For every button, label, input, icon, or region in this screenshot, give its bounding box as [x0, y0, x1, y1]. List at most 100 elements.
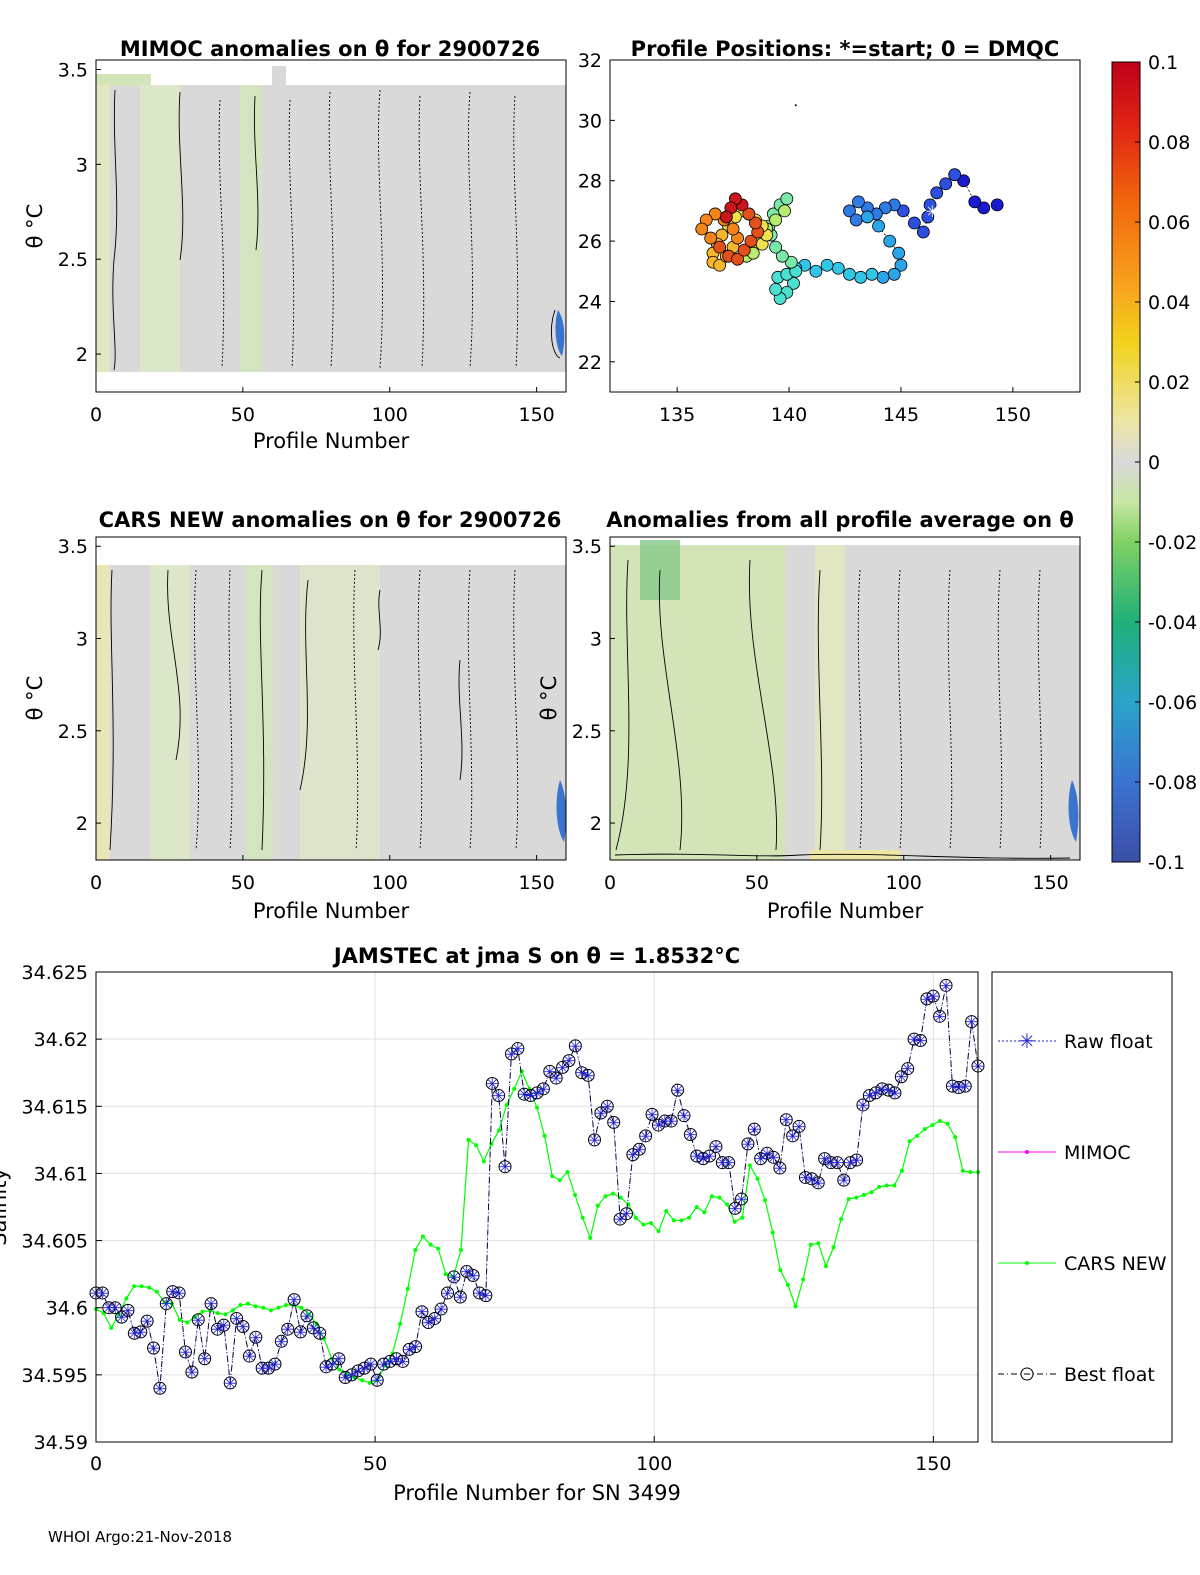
best-float-point [575, 1066, 589, 1080]
raw-float-point: ✳ [716, 1154, 729, 1173]
raw-float-point: ✳ [498, 1158, 511, 1177]
best-float-point [472, 1286, 486, 1300]
best-float-point [421, 1315, 435, 1329]
salinity-axes-box [95, 971, 979, 1443]
best-float-point [210, 1322, 224, 1336]
cars-new-point [595, 1203, 600, 1208]
cars-new-point [785, 1282, 790, 1287]
cars-new-point [618, 1195, 623, 1200]
raw-float-point: ✳ [524, 1087, 537, 1106]
allprof-xtick-label: 0 [604, 872, 616, 894]
allprof-ytick-label: 2.5 [572, 721, 602, 743]
mimoc-field-top [96, 74, 151, 86]
best-float-point [287, 1293, 301, 1307]
legend-mimoc-marker [1025, 1150, 1029, 1154]
raw-float-point: ✳ [581, 1066, 594, 1085]
raw-float-point: ✳ [831, 1154, 844, 1173]
cars-new-point [512, 1086, 517, 1091]
cars-new-point [246, 1301, 251, 1306]
positions-xtick-label: 150 [995, 404, 1031, 426]
track-point [916, 225, 930, 239]
cars-new-point [968, 1170, 973, 1175]
raw-float-point: ✳ [601, 1097, 614, 1116]
raw-float-point: ✳ [434, 1300, 447, 1319]
best-float-point [498, 1160, 512, 1174]
cars-new-point [458, 1247, 463, 1252]
best-float-point [683, 1127, 697, 1141]
raw-float-point: ✳ [454, 1288, 467, 1307]
raw-float-point: ✳ [537, 1080, 550, 1099]
colorbar-tick-label: -0.08 [1148, 772, 1197, 794]
raw-float-point: ✳ [249, 1328, 262, 1347]
raw-float-point: ✳ [326, 1355, 339, 1374]
cars-new-point [405, 1286, 410, 1291]
raw-float-point: ✳ [594, 1104, 607, 1123]
raw-float-point: ✳ [607, 1113, 620, 1132]
raw-float-point: ✳ [709, 1138, 722, 1157]
cars-new-point [915, 1133, 920, 1138]
cars-ytick-label: 3 [76, 629, 88, 651]
cars-new-point [550, 1174, 555, 1179]
raw-float-point: ✳ [952, 1078, 965, 1097]
positions-y-ticks: 22 24 26 28 30 32 [578, 50, 615, 374]
cars-new-point [185, 1320, 190, 1325]
profile-track: ✳ [695, 104, 1004, 305]
cars-new-point [869, 1190, 874, 1195]
raw-float-point: ✳ [939, 976, 952, 995]
raw-float-point: ✳ [690, 1147, 703, 1166]
raw-float-point: ✳ [140, 1312, 153, 1331]
allprof-axes-box [609, 536, 1081, 861]
track-point [878, 201, 892, 215]
raw-float-point: ✳ [792, 1117, 805, 1136]
allprof-blue-patch [1068, 780, 1079, 842]
best-float-point [709, 1140, 723, 1154]
raw-float-point: ✳ [869, 1084, 882, 1103]
raw-float-point: ✳ [364, 1355, 377, 1374]
raw-float-point: ✳ [332, 1350, 345, 1369]
positions-ytick-label: 30 [578, 110, 602, 132]
raw-float-point: ✳ [192, 1311, 205, 1330]
cars-new-point [709, 1194, 714, 1199]
raw-float-point: ✳ [882, 1081, 895, 1100]
cars-new-point [861, 1192, 866, 1197]
mimoc-band-2 [140, 85, 180, 372]
raw-float-point: ✳ [402, 1340, 415, 1359]
cars-new-point [960, 1168, 965, 1173]
cars-new-point [717, 1195, 722, 1200]
colorbar-tick-label: -0.1 [1148, 852, 1185, 874]
track-point [883, 234, 897, 248]
cars-ytick-label: 3.5 [58, 536, 88, 558]
series-raw-float: ✳✳✳✳✳✳✳✳✳✳✳✳✳✳✳✳✳✳✳✳✳✳✳✳✳✳✳✳✳✳✳✳✳✳✳✳✳✳✳✳… [89, 976, 984, 1398]
track-point [849, 213, 863, 227]
best-float-point [581, 1068, 595, 1082]
raw-float-point: ✳ [147, 1339, 160, 1358]
cars-new-point [945, 1121, 950, 1126]
salinity-ytick-label: 34.595 [22, 1365, 88, 1387]
cars-new-point [839, 1217, 844, 1222]
best-float-point [127, 1326, 141, 1340]
cars-ytick-label: 2 [76, 813, 88, 835]
cars-new-point [504, 1102, 509, 1107]
best-float-point [178, 1345, 192, 1359]
best-float-point [766, 1150, 780, 1164]
positions-axes-box [609, 59, 1081, 393]
salinity-title: JAMSTEC at jma S on θ = 1.8532°C [332, 944, 740, 968]
best-float-point [409, 1340, 423, 1354]
allprof-xtick-label: 100 [886, 872, 922, 894]
best-float-point [568, 1039, 582, 1053]
raw-float-point: ✳ [760, 1144, 773, 1163]
raw-float-point: ✳ [773, 1159, 786, 1178]
best-float-point [370, 1373, 384, 1387]
best-float-point [632, 1142, 646, 1156]
colorbar-tick-label: 0.1 [1148, 52, 1178, 74]
raw-float-point: ✳ [345, 1366, 358, 1385]
best-float-point [850, 1153, 864, 1167]
cars-new-point [755, 1176, 760, 1181]
raw-float-point: ✳ [735, 1190, 748, 1209]
track-point [921, 210, 935, 224]
best-float-point [102, 1301, 116, 1315]
cars-new-point [223, 1312, 228, 1317]
colorbar-tick-label: 0.04 [1148, 292, 1190, 314]
cars-band-3 [245, 565, 273, 860]
salinity-ytick-label: 34.59 [34, 1432, 88, 1454]
